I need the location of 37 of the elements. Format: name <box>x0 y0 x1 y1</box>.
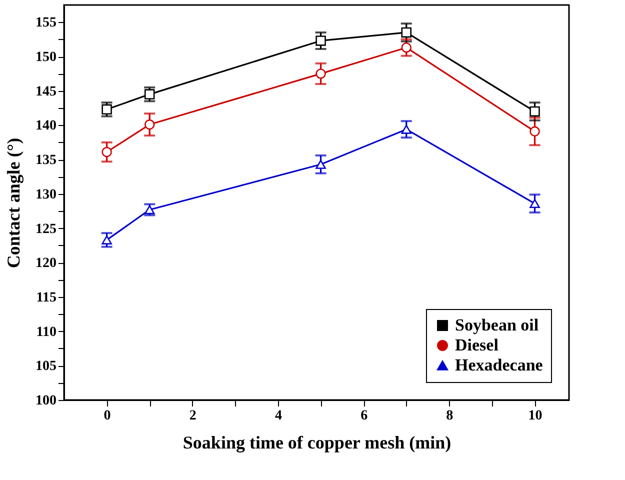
legend-label: Diesel <box>455 336 499 354</box>
point <box>530 199 540 208</box>
point <box>102 104 112 115</box>
x-axis-title: Soaking time of copper mesh (min) <box>182 432 452 452</box>
legend-label: Hexadecane <box>455 356 544 374</box>
x-tick-label: 4 <box>274 408 282 424</box>
x-tick-label: 0 <box>104 408 111 424</box>
y-tick-label: 130 <box>36 187 56 202</box>
y-tick-label: 125 <box>36 222 56 237</box>
point <box>144 89 155 100</box>
y-tick-label: 135 <box>36 153 56 168</box>
point <box>144 119 155 130</box>
y-tick-label: 145 <box>36 84 56 100</box>
point <box>401 124 412 134</box>
legend-label: Soybean oil <box>455 316 539 334</box>
x-tick-label: 2 <box>189 408 196 424</box>
y-tick-label: 100 <box>36 394 56 408</box>
y-tick-label: 140 <box>36 118 56 134</box>
point <box>102 146 112 158</box>
x-tick-label: 10 <box>528 408 542 424</box>
point <box>316 68 326 79</box>
y-tick-label: 120 <box>36 256 56 272</box>
y-tick-label: 155 <box>36 16 56 31</box>
x-tick-label: 8 <box>446 408 454 424</box>
y-tick-label: 150 <box>36 50 56 66</box>
y-tick-label: 110 <box>36 324 56 340</box>
y-axis-title: Contact angle (°) <box>4 138 24 268</box>
point <box>316 160 326 169</box>
y-tick-label: 105 <box>36 359 56 374</box>
point <box>530 106 540 117</box>
y-tick-label: 115 <box>36 290 56 306</box>
point <box>102 235 112 244</box>
point <box>316 36 326 46</box>
x-tick-label: 6 <box>360 408 368 424</box>
point <box>530 126 540 137</box>
point <box>401 42 412 53</box>
point <box>401 27 412 38</box>
